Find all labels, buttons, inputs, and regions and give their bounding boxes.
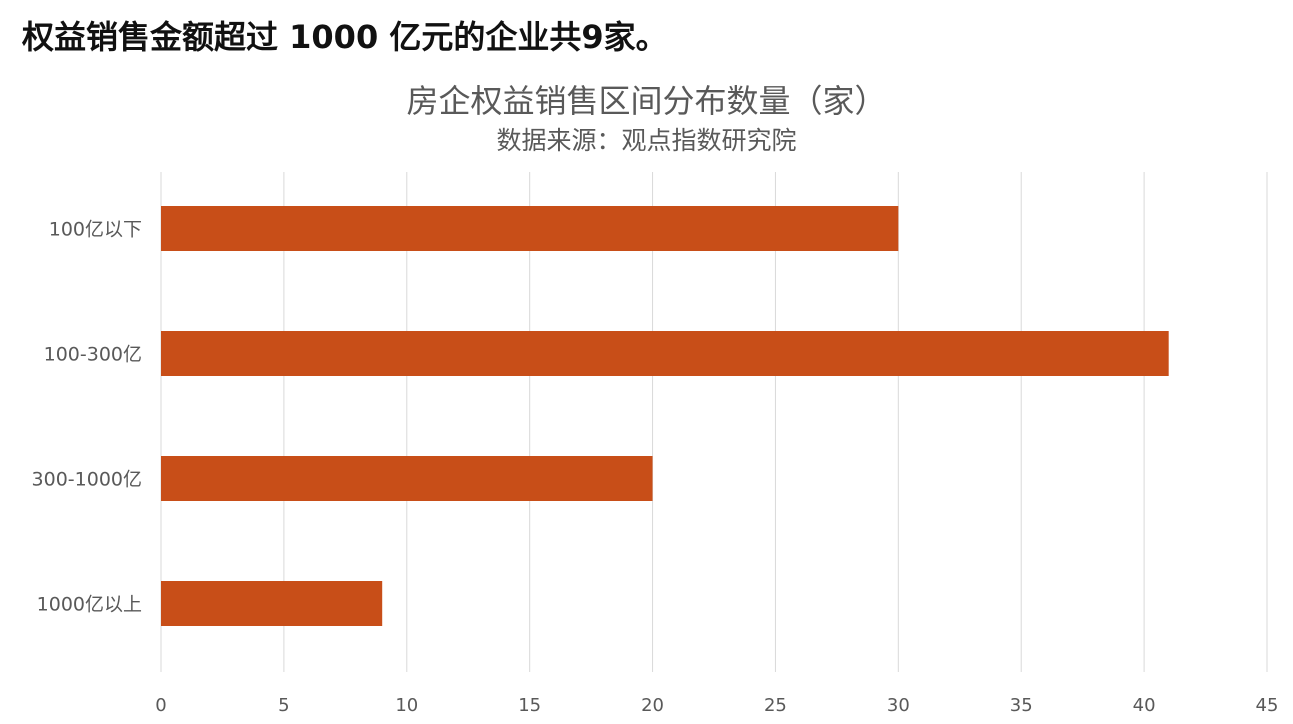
category-labels: 100亿以下 100-300亿 300-1000亿 1000亿以上 (32, 219, 142, 616)
x-tick-label: 25 (764, 695, 787, 716)
x-tick-labels: 0 5 10 15 20 25 30 35 40 45 (155, 695, 1278, 716)
x-tick-label: 5 (278, 695, 289, 716)
category-label: 100亿以下 (49, 219, 142, 241)
headline: 权益销售金额超过 1000 亿元的企业共9家。 (22, 18, 668, 56)
chart-subtitle: 数据来源：观点指数研究院 (496, 126, 797, 155)
x-tick-label: 15 (518, 695, 541, 716)
bars (161, 206, 1169, 626)
x-tick-label: 30 (887, 695, 910, 716)
category-label: 1000亿以上 (37, 594, 142, 616)
category-label: 300-1000亿 (32, 469, 142, 491)
x-tick-label: 35 (1010, 695, 1033, 716)
bar (161, 206, 899, 251)
x-tick-label: 10 (395, 695, 418, 716)
x-tick-label: 0 (155, 695, 166, 716)
x-tick-label: 40 (1133, 695, 1156, 716)
x-tick-label: 45 (1256, 695, 1279, 716)
bar (161, 581, 383, 626)
chart-title: 房企权益销售区间分布数量（家） (406, 82, 887, 120)
bar (161, 331, 1169, 376)
x-tick-label: 20 (641, 695, 664, 716)
gridlines (160, 172, 1268, 672)
bar (161, 456, 653, 501)
category-label: 100-300亿 (44, 344, 142, 366)
